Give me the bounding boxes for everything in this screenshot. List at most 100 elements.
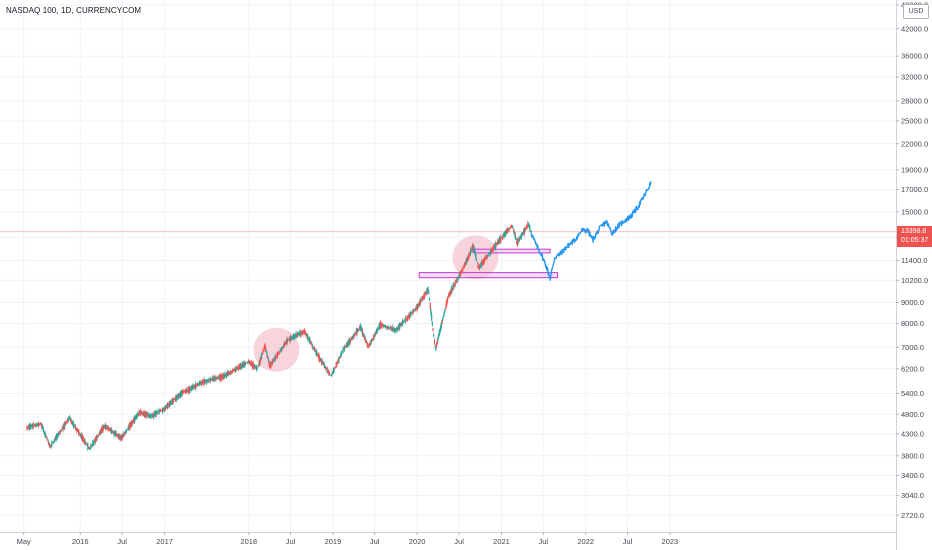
candle-body	[352, 334, 355, 339]
candle	[463, 262, 465, 269]
candle	[160, 410, 162, 412]
candle-body	[158, 409, 160, 415]
candle	[372, 334, 375, 341]
candle-body	[36, 423, 38, 427]
candle	[163, 406, 166, 413]
candle-body	[198, 381, 200, 386]
price-axis[interactable]: 2720.0 3040.0 3400.0 3800.0 4300.0 4800.0 5400…	[896, 1, 928, 520]
candle-body	[172, 399, 174, 403]
candle	[240, 364, 242, 370]
candle	[314, 350, 317, 354]
candle	[118, 433, 120, 440]
candle-body	[512, 228, 514, 230]
candle-body	[310, 342, 312, 345]
candle-body	[462, 266, 464, 272]
candle	[78, 431, 81, 436]
candle	[401, 321, 403, 328]
candle-body	[71, 420, 73, 425]
candle	[172, 397, 175, 404]
candle	[212, 374, 214, 383]
candle	[91, 443, 93, 447]
candle-body	[339, 355, 341, 357]
candle	[293, 334, 295, 339]
candle	[349, 336, 351, 346]
candle	[330, 375, 332, 377]
candle-body	[416, 304, 418, 311]
candle-body	[130, 422, 132, 428]
candle-body	[85, 443, 87, 445]
candle-body	[410, 311, 412, 316]
candle	[100, 428, 102, 435]
candle	[158, 407, 160, 415]
candle	[76, 427, 78, 434]
candle-body	[94, 440, 96, 442]
candle-body	[200, 381, 202, 385]
candle	[253, 363, 256, 370]
candle	[348, 339, 350, 348]
candle	[278, 350, 281, 355]
candle	[468, 252, 470, 260]
candle	[116, 434, 119, 438]
candle-body	[250, 361, 252, 366]
candle-body	[166, 403, 168, 410]
candle	[30, 423, 32, 430]
candle-body	[476, 262, 478, 264]
candle-body	[366, 342, 368, 344]
candle	[306, 333, 308, 341]
candle-body	[509, 227, 511, 229]
candle	[55, 434, 57, 441]
currency-label[interactable]: USD	[903, 4, 929, 19]
candle-body	[148, 413, 150, 417]
candle	[386, 326, 388, 329]
candle	[292, 332, 294, 341]
candle-body	[421, 296, 423, 302]
candle-body	[429, 302, 431, 309]
candle	[213, 376, 215, 382]
candle-body	[482, 258, 485, 265]
candle	[51, 441, 54, 444]
candle-body	[362, 332, 364, 336]
candle	[123, 430, 125, 438]
time-tick-label: 2020	[409, 537, 426, 546]
candle-body	[479, 265, 481, 267]
candle	[374, 332, 376, 338]
candle	[209, 377, 211, 384]
candle-body	[482, 260, 484, 264]
candle	[95, 436, 97, 442]
candle-body	[97, 435, 99, 436]
candle-body	[376, 328, 378, 334]
candle-body	[160, 410, 162, 412]
candle	[255, 365, 257, 370]
candle-body	[105, 425, 108, 429]
candle-body	[119, 434, 121, 440]
candle-body	[432, 328, 434, 332]
candle-body	[252, 362, 254, 368]
candle	[325, 367, 328, 370]
candle	[86, 443, 88, 447]
candle	[458, 270, 460, 279]
candle-body	[152, 414, 154, 417]
candle-body	[265, 350, 267, 353]
candle-body	[112, 431, 114, 433]
candle	[269, 360, 272, 370]
candle-body	[478, 264, 480, 270]
candle-body	[313, 347, 315, 351]
candle	[489, 252, 491, 255]
candle-body	[384, 324, 386, 327]
candle-body	[414, 308, 416, 310]
candle-body	[332, 372, 334, 373]
candle-body	[235, 367, 238, 370]
time-axis[interactable]: May 2016 Jul 2017 2018 Jul 2019 Jul 2020 Jul 2021 J…	[17, 532, 679, 546]
candle	[41, 424, 43, 430]
candle	[407, 315, 409, 320]
candle	[372, 337, 374, 340]
candle-body	[111, 430, 113, 433]
candle-body	[397, 325, 400, 330]
candle-body	[183, 391, 185, 393]
candle-body	[76, 427, 78, 432]
candle-body	[451, 286, 453, 294]
candle-body	[284, 342, 286, 346]
candle	[128, 421, 130, 430]
candle-body	[446, 297, 449, 303]
